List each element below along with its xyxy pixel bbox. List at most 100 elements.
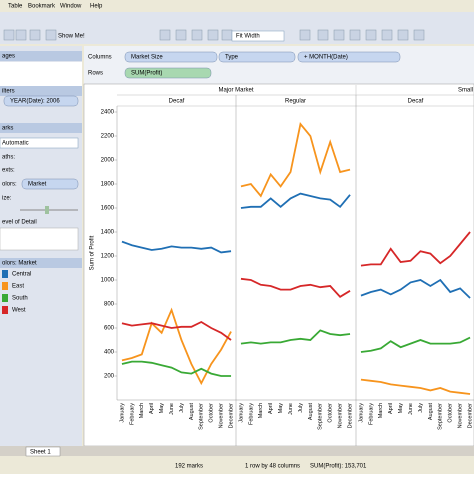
size-slider-thumb[interactable] [45,206,49,214]
filter-pill[interactable]: YEAR(Date): 2006 [10,99,60,105]
x-tick-label: February [248,403,254,425]
y-tick-label: 2000 [101,158,115,164]
x-tick-label: June [288,403,294,415]
marks-field: aths: [2,155,15,161]
toolbar-button[interactable] [221,29,233,41]
y-tick-label: 200 [104,374,115,380]
x-tick-label: October [209,403,215,423]
fit-dropdown[interactable] [231,30,285,42]
column-pill-bg[interactable] [297,51,401,63]
legend-entry: South [12,296,28,302]
pages-box [0,62,82,86]
y-tick-label: 1000 [101,278,115,284]
menu-item[interactable]: Table [8,4,23,10]
column-header: Major Market [218,88,253,94]
x-tick-label: November [338,403,344,429]
color-pill-bg[interactable] [21,178,79,190]
x-tick-label: September [318,403,324,430]
y-tick-label: 1200 [101,254,115,260]
column-pill[interactable]: Market Size [131,55,163,61]
menu-item[interactable]: Bookmark [28,4,56,10]
toolbar-button[interactable] [365,29,377,41]
toolbar-button[interactable] [159,29,171,41]
show-me-button[interactable]: Show Me! [58,34,85,40]
toolbar-button[interactable] [15,29,27,41]
toolbar-button[interactable] [299,29,311,41]
shelf-label: Columns [88,55,112,61]
pane-header-label: arks [2,126,13,132]
mark-type-dropdown[interactable] [0,137,79,149]
x-tick-label: September [438,403,444,430]
toolbar-button[interactable] [45,29,57,41]
marks-field: ize: [2,196,12,202]
sheet-tab[interactable] [25,446,61,457]
toolbar-button[interactable] [175,29,187,41]
y-tick-label: 2400 [101,110,115,116]
x-tick-label: December [467,403,473,429]
toolbar-button[interactable] [207,29,219,41]
x-tick-label: October [448,403,454,423]
filter-pill-bg[interactable] [3,95,79,107]
row-pill[interactable]: SUM(Profit) [131,71,162,77]
x-tick-label: February [368,403,374,425]
x-tick-label: September [199,403,205,430]
y-tick-label: 1400 [101,230,115,236]
x-tick-label: November [458,403,464,429]
pane-title: Regular [285,99,306,105]
fit-dropdown-label[interactable]: Fit Width [236,34,260,40]
x-tick-label: January [119,403,125,423]
pane-header [0,51,82,61]
column-pill-bg[interactable] [218,51,296,63]
toolbar-button[interactable] [397,29,409,41]
x-tick-label: August [189,403,195,421]
line-series [240,329,351,345]
sheet-tab-label[interactable]: Sheet 1 [30,450,51,456]
legend-entry: Central [12,272,31,278]
legend-swatch [2,270,8,278]
line-series [360,278,471,299]
y-axis-title: Sum of Profit [90,235,96,270]
pane-header [0,123,82,133]
menu-item[interactable]: Window [60,4,82,10]
y-tick-label: 600 [104,326,115,332]
legend-swatch [2,294,8,302]
mark-type[interactable]: Automatic [2,141,29,147]
x-tick-label: August [308,403,314,421]
toolbar-button[interactable] [29,29,41,41]
x-tick-label: February [129,403,135,425]
tab-bar [0,446,474,456]
x-tick-label: June [169,403,175,415]
toolbar-button[interactable] [191,29,203,41]
x-tick-label: April [388,403,394,414]
menu-item[interactable]: Help [90,4,103,10]
status-text: 1 row by 48 columns [245,464,300,470]
legend-entry: West [12,308,26,314]
line-series [121,307,232,386]
color-pill[interactable]: Market [28,182,47,188]
toolbar-button[interactable] [381,29,393,41]
y-tick-label: 400 [104,350,115,356]
detail-box [0,227,79,251]
column-pill[interactable]: Type [225,55,239,61]
x-tick-label: January [358,403,364,423]
x-tick-label: July [298,403,304,413]
x-tick-label: March [139,403,145,418]
x-tick-label: August [428,403,434,421]
status-bar [0,456,474,474]
x-tick-label: October [328,403,334,423]
toolbar-button[interactable] [349,29,361,41]
line-series [360,336,471,353]
toolbar-button[interactable] [317,29,329,41]
column-pill-bg[interactable] [124,51,218,63]
x-tick-label: July [418,403,424,413]
marks-field: exts: [2,168,15,174]
row-pill-bg[interactable] [124,67,212,79]
toolbar-button[interactable] [413,29,425,41]
toolbar-button[interactable] [333,29,345,41]
pane-header-label: ilters [2,89,15,95]
pane-header-label: olors: Market [2,261,37,267]
column-pill[interactable]: + MONTH(Date) [304,55,348,61]
toolbar-button[interactable] [3,29,15,41]
y-tick-label: 2200 [101,134,115,140]
